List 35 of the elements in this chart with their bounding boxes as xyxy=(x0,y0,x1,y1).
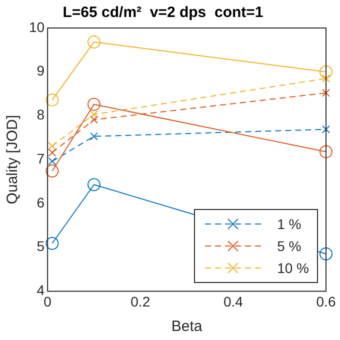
point xyxy=(87,98,100,111)
y-tick-label: 8 xyxy=(36,106,45,123)
y-tick-label: 5 xyxy=(36,238,45,254)
point xyxy=(90,110,98,118)
x-axis-title: Beta xyxy=(171,318,203,336)
x-tick-label: 0.2 xyxy=(130,293,150,310)
legend-label: 1 % xyxy=(277,216,302,232)
y-tick-label: 10 xyxy=(28,18,45,35)
y-axis-title: Quality [JOD] xyxy=(4,115,22,204)
point xyxy=(90,132,98,140)
x-tick-label: 0 xyxy=(44,293,52,310)
y-tick-label: 4 xyxy=(36,282,45,298)
point xyxy=(320,145,332,158)
point xyxy=(48,142,56,150)
chart-title: L=65 cd/m² v=2 dps cont=1 xyxy=(62,4,264,22)
point xyxy=(322,125,330,134)
point xyxy=(87,178,100,192)
point xyxy=(322,88,330,97)
y-tick-label: 9 xyxy=(36,62,45,79)
point xyxy=(322,74,330,82)
point xyxy=(87,36,100,49)
point xyxy=(46,236,59,250)
point xyxy=(46,164,59,178)
y-tick-label: 7 xyxy=(36,150,45,166)
point xyxy=(46,93,59,106)
x-tick-label: 0.6 xyxy=(316,293,336,310)
point xyxy=(90,116,98,124)
point xyxy=(48,157,56,166)
legend-label: 5 % xyxy=(277,238,302,254)
legend-label: 10 % xyxy=(277,260,309,276)
y-tick-label: 6 xyxy=(36,194,45,210)
point xyxy=(320,65,332,78)
x-tick-label: 0.4 xyxy=(223,293,244,310)
point xyxy=(48,148,56,157)
point xyxy=(320,247,332,260)
